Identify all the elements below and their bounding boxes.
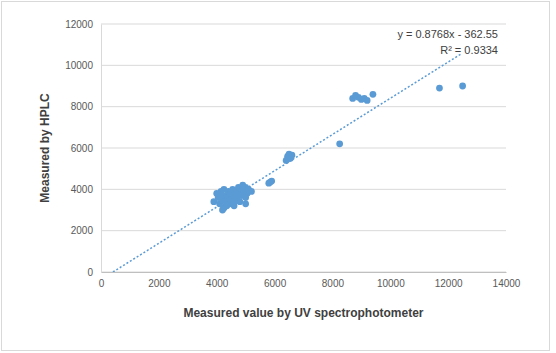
point [223,202,230,209]
grid-line [101,106,506,107]
point [459,83,466,90]
annotation: R² = 0.9334 [440,44,498,56]
point [231,198,238,205]
point [336,140,343,147]
marks [113,54,466,272]
grid [101,24,506,272]
tick: 0 [99,272,105,289]
tick: 6000 [71,143,101,154]
point [370,91,377,98]
axis-line [101,25,102,273]
tick: 2000 [71,225,101,236]
tick-label: 4000 [71,184,94,195]
axis-line [102,272,507,273]
tick: 0 [87,267,101,278]
point [242,200,249,207]
tick-label: 10000 [377,278,405,289]
tick-label: 0 [87,267,93,278]
trendline [113,54,461,272]
tick: 2000 [148,272,171,289]
y-axis: 0 2000 4000 6000 8000 10000 12000 [65,19,101,278]
tick-label: 10000 [65,60,93,71]
grid-line [101,24,506,25]
tick: 8000 [71,101,101,112]
tick-label: 6000 [71,143,94,154]
point [364,97,371,104]
tick-label: 12000 [65,19,93,30]
tick-label: 0 [99,278,105,289]
point [267,179,274,186]
tick: 4000 [71,184,101,195]
x-axis: 0 2000 4000 6000 8000 10000 12000 14000 [99,272,521,289]
point [239,182,246,189]
tick: 8000 [322,272,345,289]
plot: 0 2000 4000 6000 8000 10000 12000 14000 0 2000 400… [65,19,521,289]
tick-label: 14000 [493,278,521,289]
tick-label: 4000 [206,278,229,289]
point [234,190,241,197]
tick: 10000 [65,60,101,71]
grid-line [101,189,506,190]
tick-label: 8000 [322,278,345,289]
tick: 12000 [65,19,101,30]
tick: 14000 [493,272,521,289]
grid-line [101,272,506,273]
point [436,85,443,92]
chart-frame [2,2,550,351]
x-axis-title: Measured value by UV spectrophotometer [183,306,423,320]
y-axis-title: Measured by HPLC [38,93,52,203]
point [236,198,243,205]
grid-line [101,230,506,231]
tick: 12000 [435,272,463,289]
points [210,83,466,214]
tick: 4000 [206,272,229,289]
point [248,188,255,195]
annotation: y = 0.8768x - 362.55 [397,28,498,40]
tick-label: 2000 [71,225,94,236]
tick: 6000 [264,272,287,289]
point [218,192,225,199]
grid-line [101,148,506,149]
point [289,152,296,159]
tick: 10000 [377,272,405,289]
tick-label: 2000 [148,278,171,289]
tick-label: 12000 [435,278,463,289]
chart: 0 2000 4000 6000 8000 10000 12000 14000 0 2000 400… [0,0,556,353]
tick-label: 6000 [264,278,287,289]
grid-line [101,65,506,66]
point [242,194,249,201]
tick-label: 8000 [71,101,94,112]
